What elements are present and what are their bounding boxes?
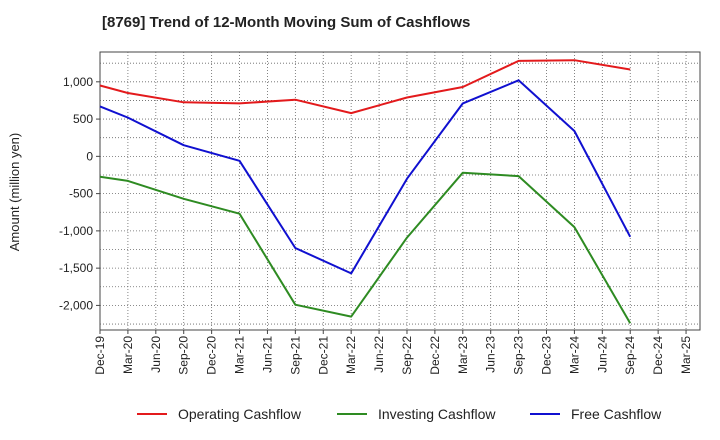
legend-label: Operating Cashflow <box>178 406 302 422</box>
x-tick-label: Jun-20 <box>149 336 163 373</box>
x-tick-label: Dec-22 <box>428 336 442 375</box>
x-tick-label: Sep-20 <box>177 336 191 375</box>
x-tick-label: Mar-25 <box>679 336 693 374</box>
y-tick-label: 500 <box>73 112 93 126</box>
x-tick-label: Dec-21 <box>316 336 330 375</box>
x-tick-label: Mar-23 <box>456 336 470 374</box>
x-tick-label: Dec-24 <box>651 336 665 375</box>
y-axis-label: Amount (million yen) <box>7 133 22 252</box>
x-axis-ticks: Dec-19 Mar-20 Jun-20 Sep-20 Dec-20 Mar-21 Jun-… <box>93 330 693 375</box>
x-tick-label: Jun-24 <box>595 336 609 373</box>
x-tick-label: Sep-21 <box>288 336 302 375</box>
y-tick-label: -1,000 <box>59 224 93 238</box>
legend-label: Investing Cashflow <box>378 406 496 422</box>
series-line-free-cashflow <box>99 79 632 275</box>
y-tick-label: -2,000 <box>59 298 93 312</box>
x-tick-label: Dec-19 <box>93 336 107 375</box>
x-tick-label: Sep-24 <box>623 336 637 375</box>
grid-lines <box>100 52 700 330</box>
x-tick-label: Mar-22 <box>344 336 358 374</box>
x-tick-label: Jun-22 <box>372 336 386 373</box>
x-tick-label: Dec-20 <box>205 336 219 375</box>
x-tick-label: Mar-21 <box>233 336 247 374</box>
x-tick-label: Mar-20 <box>121 336 135 374</box>
chart-title: [8769] Trend of 12-Month Moving Sum of C… <box>102 14 471 31</box>
y-tick-label: 0 <box>86 149 93 163</box>
y-tick-label: 1,000 <box>63 75 93 89</box>
x-tick-label: Sep-22 <box>400 336 414 375</box>
series-lines <box>99 59 632 324</box>
legend-label: Free Cashflow <box>571 406 662 422</box>
legend: Operating Cashflow Investing Cashflow Free… <box>137 406 662 422</box>
y-axis-ticks: 1,000 500 0 -500 -1,000 -1,500 -2,000 <box>59 75 100 312</box>
x-tick-label: Sep-23 <box>512 336 526 375</box>
x-tick-label: Jun-23 <box>484 336 498 373</box>
x-tick-label: Dec-23 <box>540 336 554 375</box>
series-line-operating-cashflow <box>99 59 631 115</box>
y-tick-label: -500 <box>69 187 93 201</box>
series-line-investing-cashflow <box>99 171 632 324</box>
x-tick-label: Jun-21 <box>260 336 274 373</box>
x-tick-label: Mar-24 <box>567 336 581 374</box>
y-tick-label: -1,500 <box>59 261 93 275</box>
